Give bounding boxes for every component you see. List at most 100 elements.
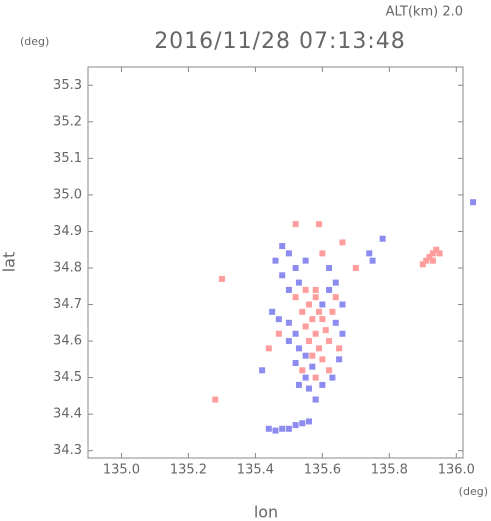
y-tick-label: 35.0 — [53, 187, 82, 202]
data-point — [302, 374, 309, 381]
subtitle: ALT(km) 2.0 — [386, 5, 463, 20]
data-point — [285, 286, 292, 293]
y-tick-label: 34.4 — [53, 407, 82, 422]
data-point — [312, 330, 319, 337]
data-point — [436, 250, 443, 257]
data-point — [275, 330, 282, 337]
data-point — [292, 359, 299, 366]
data-point — [285, 338, 292, 345]
data-point — [329, 308, 336, 315]
data-point — [309, 352, 316, 359]
y-tick-label: 34.8 — [53, 260, 82, 275]
x-tick-label: 135.6 — [304, 463, 341, 478]
data-point — [292, 422, 299, 429]
data-point — [285, 425, 292, 432]
data-point — [265, 425, 272, 432]
data-point — [319, 381, 326, 388]
y-tick-label: 34.7 — [53, 297, 82, 312]
data-point — [292, 264, 299, 271]
y-tick-label: 34.5 — [53, 370, 82, 385]
plot-frame — [87, 66, 464, 459]
data-point — [305, 385, 312, 392]
y-tick-label: 35.2 — [53, 114, 82, 129]
y-unit: (deg) — [20, 35, 49, 48]
data-point — [305, 418, 312, 425]
data-point — [218, 275, 225, 282]
data-point — [322, 327, 329, 334]
data-point — [316, 308, 323, 315]
data-point — [295, 345, 302, 352]
data-point — [312, 396, 319, 403]
data-point — [433, 246, 440, 253]
x-tick-label: 136.0 — [438, 463, 475, 478]
data-point — [265, 345, 272, 352]
x-tick-label: 135.0 — [103, 463, 140, 478]
y-axis-label: lat — [0, 252, 19, 273]
data-point — [309, 316, 316, 323]
data-point — [366, 250, 373, 257]
data-point — [319, 250, 326, 257]
data-point — [423, 257, 430, 264]
y-tick-label: 34.3 — [53, 443, 82, 458]
data-point — [302, 286, 309, 293]
data-point — [285, 319, 292, 326]
data-point — [292, 221, 299, 228]
x-unit: (deg) — [459, 485, 488, 498]
x-tick-label: 135.4 — [237, 463, 274, 478]
data-point — [279, 243, 286, 250]
data-point — [305, 338, 312, 345]
data-point — [470, 199, 477, 206]
data-point — [332, 279, 339, 286]
data-point — [319, 356, 326, 363]
data-point — [369, 257, 376, 264]
data-point — [312, 286, 319, 293]
data-point — [292, 330, 299, 337]
data-point — [299, 308, 306, 315]
data-point — [419, 261, 426, 268]
data-point — [269, 308, 276, 315]
data-point — [326, 286, 333, 293]
data-point — [319, 316, 326, 323]
data-point — [279, 272, 286, 279]
data-point — [319, 301, 326, 308]
data-point — [295, 279, 302, 286]
data-point — [339, 301, 346, 308]
data-point — [339, 330, 346, 337]
data-point — [316, 221, 323, 228]
data-point — [212, 396, 219, 403]
data-point — [379, 235, 386, 242]
data-point — [309, 363, 316, 370]
y-tick-label: 34.9 — [53, 224, 82, 239]
data-point — [336, 345, 343, 352]
data-point — [299, 420, 306, 427]
data-point — [312, 374, 319, 381]
data-point — [299, 367, 306, 374]
data-point — [332, 294, 339, 301]
x-tick-label: 135.2 — [170, 463, 207, 478]
data-point — [302, 352, 309, 359]
x-tick-label: 135.8 — [371, 463, 408, 478]
data-point — [272, 427, 279, 434]
data-point — [332, 319, 339, 326]
data-point — [259, 367, 266, 374]
y-tick-label: 35.3 — [53, 78, 82, 93]
data-point — [316, 345, 323, 352]
data-point — [336, 356, 343, 363]
data-point — [339, 239, 346, 246]
y-tick-label: 34.6 — [53, 334, 82, 349]
data-point — [279, 425, 286, 432]
chart-title: 2016/11/28 07:13:48 — [154, 29, 406, 54]
data-point — [326, 264, 333, 271]
data-point — [326, 367, 333, 374]
data-point — [272, 257, 279, 264]
data-point — [352, 264, 359, 271]
data-point — [302, 257, 309, 264]
data-point — [302, 323, 309, 330]
data-point — [305, 301, 312, 308]
data-point — [326, 338, 333, 345]
data-point — [429, 257, 436, 264]
data-point — [429, 250, 436, 257]
y-tick-label: 35.1 — [53, 151, 82, 166]
data-point — [292, 294, 299, 301]
